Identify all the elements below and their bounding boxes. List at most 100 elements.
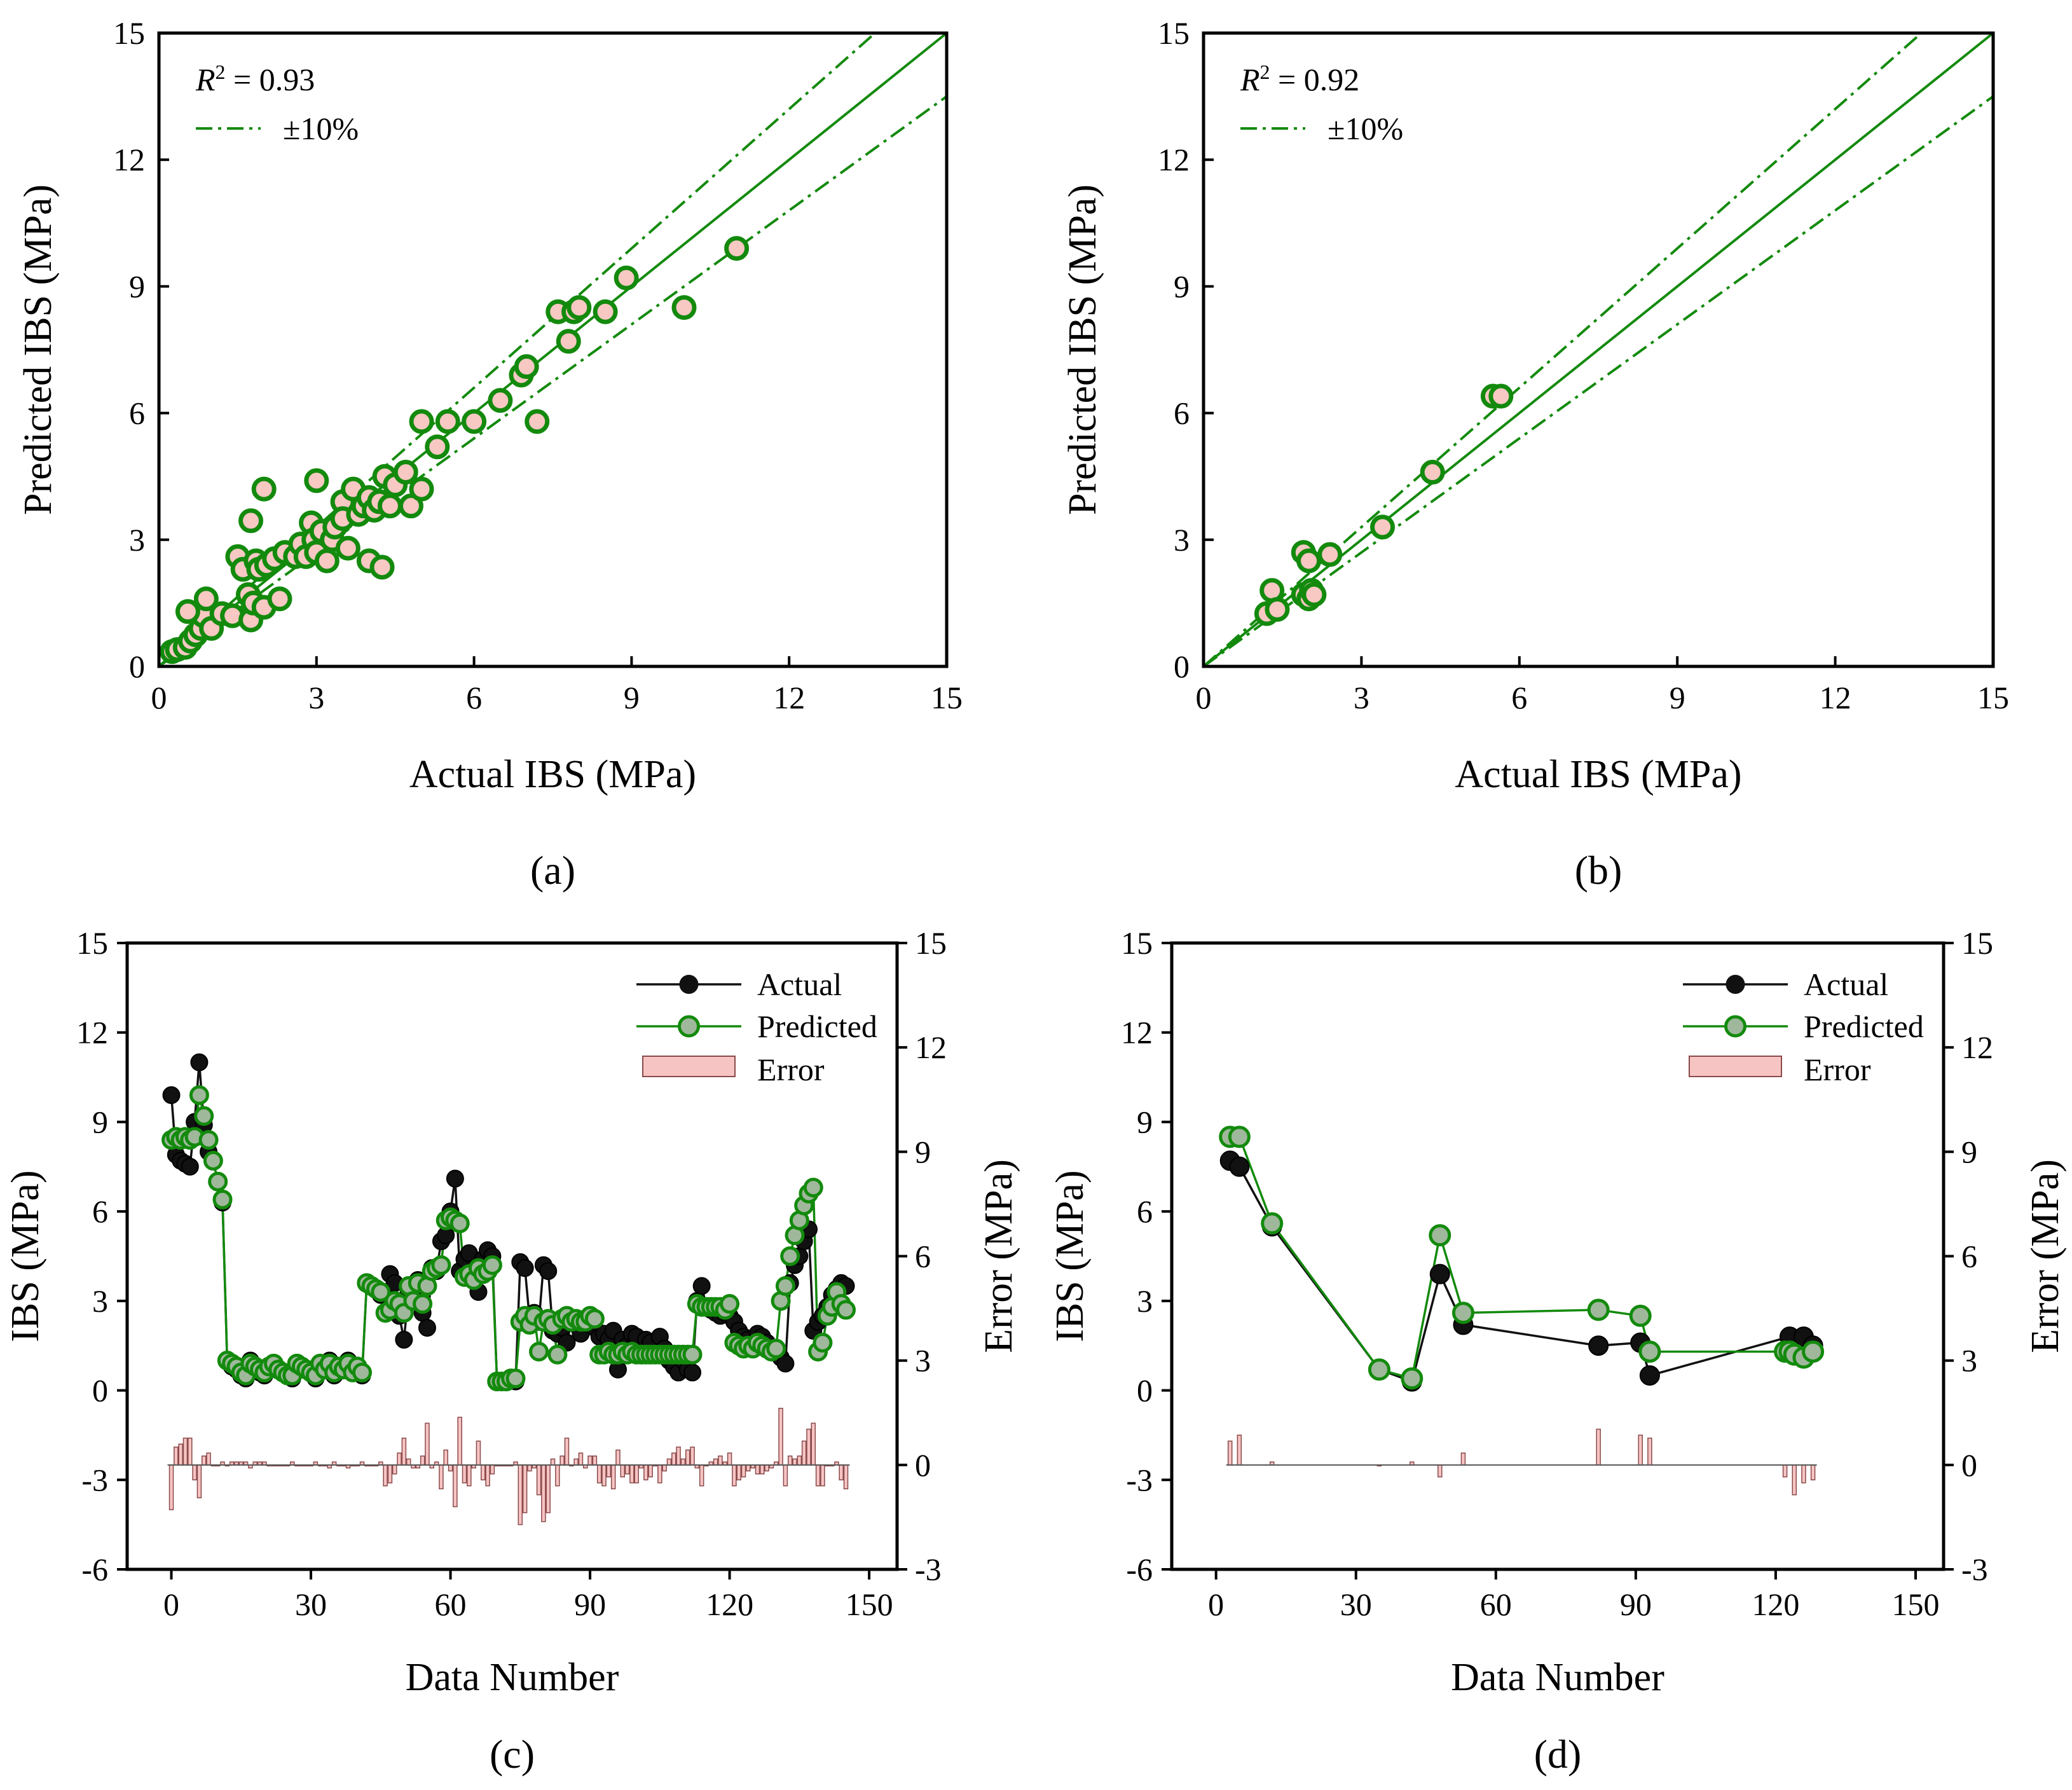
panel-d-actual-point-5: [1429, 1263, 1450, 1284]
panel-a-point-58: [488, 388, 513, 413]
panel-d-ytick-label-7: 15: [1121, 925, 1153, 961]
panel-b-point-10: [1370, 514, 1396, 540]
panel-c-error-bar-47: [387, 1464, 393, 1484]
panel-c-error-bar-107: [666, 1458, 672, 1466]
panel-c-predicted-point-79: [529, 1342, 549, 1362]
panel-d-y2tick-label-6: 15: [1961, 925, 1993, 961]
panel-d-xtick-label-3: 90: [1620, 1587, 1652, 1622]
panel-a-ytick-label-3: 9: [129, 268, 145, 304]
panel-a-point-31: [304, 468, 329, 493]
panel-c-legend-error-swatch: [642, 1056, 736, 1077]
panel-c-error-bar-117: [713, 1458, 718, 1466]
panel-c-error-bar-124: [746, 1464, 751, 1471]
panel-c-ytick-label-4: 6: [92, 1194, 108, 1229]
panel-d-predicted-point-6: [1451, 1302, 1474, 1325]
panel-c-y2-axis-label: Error (MPa): [977, 1159, 1020, 1353]
panel-d-ytick-label-0: -6: [1126, 1552, 1153, 1587]
panel-c-error-bar-145: [843, 1464, 849, 1490]
panel-c-error-bar-94: [606, 1464, 612, 1478]
panel-c-error-bar-139: [815, 1464, 821, 1487]
panel-d: 0 30 60 90 120 150 -6 -3 0 3 6 9 12 15 -3 0 3 6 9 12 15 Data…: [1048, 925, 2067, 1777]
panel-c-error-bar-51: [406, 1458, 411, 1466]
panel-c-error-bar-54: [420, 1456, 425, 1466]
panel-c-actual-point-50: [395, 1330, 413, 1349]
panel-c: 0 30 60 90 120 150 -6 -3 0 3 6 9 12 15 -3 0 3 6 9 12 15 Data…: [4, 925, 1020, 1777]
panel-c-actual-point-55: [418, 1319, 436, 1337]
panel-c-error-bar-50: [401, 1437, 407, 1466]
panel-a-point-66: [593, 299, 618, 324]
panel-a-point-63: [556, 329, 581, 354]
panel-c-error-bar-114: [699, 1464, 704, 1487]
panel-c-error-bar-123: [741, 1464, 746, 1478]
panel-d-xtick-label-1: 30: [1340, 1587, 1372, 1622]
panel-c-ytick-label-6: 12: [76, 1015, 108, 1050]
panel-a-point-24: [267, 586, 292, 612]
panel-d-caption: (d): [1534, 1731, 1582, 1777]
panel-d-actual-point-1: [1229, 1156, 1250, 1177]
panel-c-predicted-point-140: [813, 1333, 833, 1353]
panel-c-predicted-point-41: [352, 1362, 373, 1382]
panel-c-legend-error: Error: [757, 1052, 825, 1087]
panel-a-xtick-label-4: 12: [773, 680, 805, 715]
panel-c-error-bar-1: [174, 1446, 179, 1466]
panel-c-actual-point-112: [683, 1363, 702, 1382]
panel-c-predicted-point-8: [198, 1130, 219, 1150]
panel-c-predicted-point-83: [547, 1344, 568, 1365]
panel-b-axes-frame: [1202, 31, 1995, 668]
panel-c-predicted-point-7: [194, 1106, 214, 1126]
panel-c-error-bar-105: [657, 1464, 662, 1484]
panel-d-error-bar-13: [1810, 1464, 1816, 1481]
panel-c-error-bar-121: [732, 1464, 737, 1487]
panel-c-error-bar-61: [453, 1464, 458, 1508]
panel-b-ytick-label-2: 6: [1174, 396, 1190, 431]
panel-c-series-points: [161, 1053, 856, 1391]
panel-c-predicted-point-138: [803, 1178, 823, 1198]
panel-c-ticks: 0 30 60 90 120 150 -6 -3 0 3 6 9 12 15 -3 0 3 6 9 12 15: [76, 925, 947, 1622]
panel-d-xtick-label-4: 120: [1752, 1587, 1799, 1622]
panel-c-error-bar-127: [760, 1464, 765, 1475]
panel-d-ytick-label-4: 6: [1137, 1194, 1153, 1229]
panel-b-point-5: [1296, 548, 1322, 574]
panel-d-y2tick-label-0: -3: [1961, 1552, 1988, 1587]
panel-b-r2-value: = 0.92: [1270, 62, 1360, 97]
panel-c-error-bar-108: [671, 1452, 676, 1466]
panel-c-error-bar-106: [662, 1464, 667, 1471]
panel-c-error-bar-128: [764, 1464, 769, 1471]
panel-d-y2tick-label-1: 0: [1961, 1447, 1977, 1483]
panel-c-predicted-point-54: [413, 1294, 433, 1314]
panel-a-point-49: [377, 493, 402, 519]
panel-c-error-bar-97: [620, 1464, 626, 1478]
panel-c-error-bar-64: [467, 1464, 472, 1487]
panel-c-error-bar-99: [629, 1464, 635, 1484]
panel-d-predicted-point-8: [1629, 1304, 1652, 1327]
panel-a-r2-annotation: R2 = 0.93: [195, 60, 315, 97]
panel-c-y-axis-label: IBS (MPa): [4, 1170, 47, 1342]
panel-b-xtick-label-0: 0: [1196, 680, 1212, 715]
panel-c-xtick-label-5: 150: [846, 1587, 893, 1622]
panel-d-y2tick-label-4: 9: [1961, 1134, 1977, 1169]
panel-c-y2tick-label-0: -3: [915, 1552, 942, 1587]
panel-d-actual-point-9: [1639, 1365, 1660, 1386]
panel-b-r2-annotation: R2 = 0.92: [1240, 60, 1359, 97]
panel-d-ytick-label-6: 12: [1121, 1015, 1153, 1050]
panel-d-x-axis-label: Data Number: [1451, 1656, 1664, 1699]
panel-c-error-bar-100: [634, 1464, 639, 1484]
panel-c-error-bar-140: [820, 1464, 825, 1487]
panel-c-error-bar-98: [624, 1464, 630, 1475]
panel-d-y2-axis-label: Error (MPa): [2024, 1159, 2067, 1353]
panel-c-error-bar-66: [476, 1440, 481, 1466]
panel-a-xtick-label-3: 9: [624, 680, 640, 715]
panel-a-ytick-label-2: 6: [129, 396, 145, 431]
panel-c-predicted-point-6: [189, 1085, 209, 1105]
panel-c-ytick-label-3: 3: [92, 1283, 108, 1319]
panel-c-xtick-label-3: 90: [574, 1587, 606, 1622]
panel-a-point-56: [435, 409, 460, 434]
panel-d-error-bar-6: [1460, 1452, 1466, 1466]
panel-b-point-13: [1488, 383, 1514, 409]
panel-c-error-bar-118: [718, 1456, 723, 1466]
panel-c-x-axis-label: Data Number: [406, 1656, 619, 1699]
panel-c-legend: Actual Predicted Error: [636, 967, 877, 1087]
panel-b-r2-superscript: 2: [1260, 60, 1270, 83]
panel-c-actual-point-114: [692, 1277, 711, 1295]
panel-c-error-bar-144: [839, 1464, 844, 1481]
